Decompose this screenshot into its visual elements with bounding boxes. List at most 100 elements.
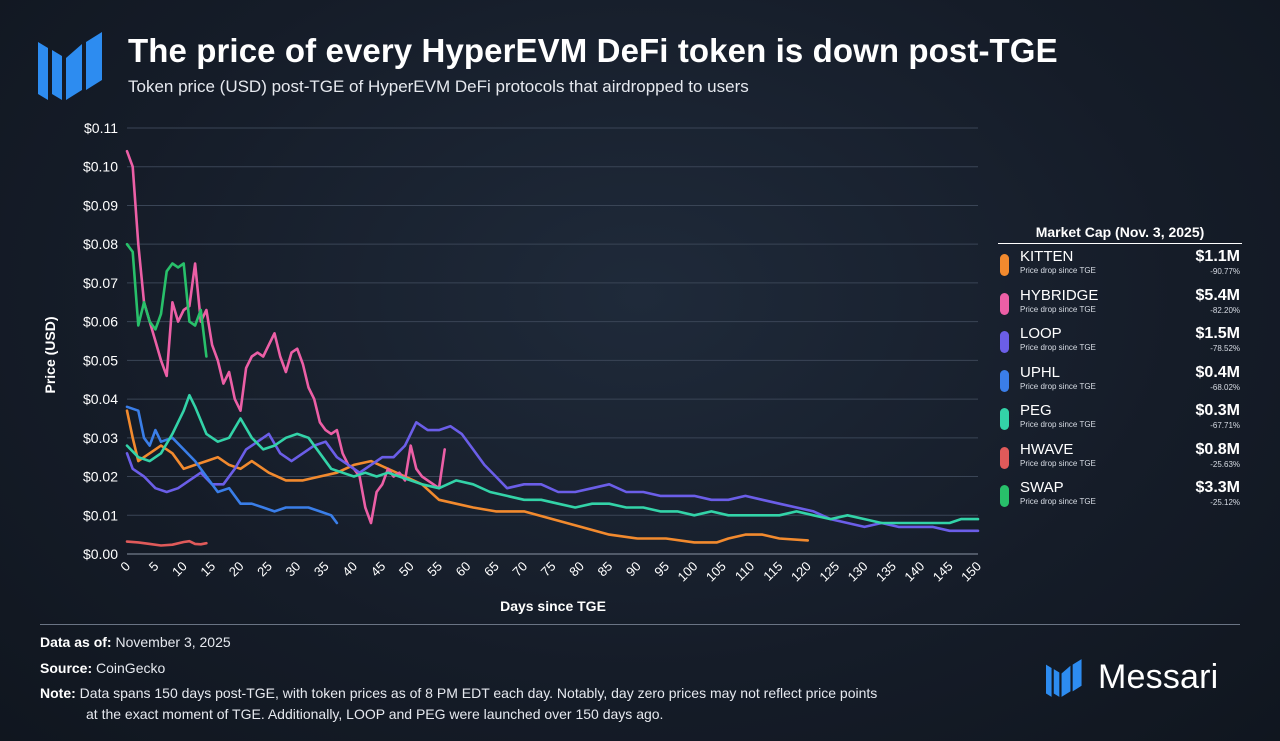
legend-market-cap: $3.3M <box>1195 479 1240 496</box>
x-axis-label: Days since TGE <box>500 598 606 614</box>
legend-swatch <box>1000 485 1009 507</box>
legend-market-cap: $0.3M <box>1195 402 1240 419</box>
messari-brand-icon <box>1046 658 1082 697</box>
gridlines <box>127 127 978 555</box>
brand-name: Messari <box>1098 658 1219 696</box>
legend-token-name: UPHL <box>1020 363 1061 381</box>
legend-item-hybridge: HYBRIDGE Price drop since TGE $5.4M -82.20% <box>998 283 1242 322</box>
y-tick-label: $0.08 <box>83 236 118 252</box>
legend-price-drop: -90.77% <box>1210 267 1240 276</box>
legend-item-loop: LOOP Price drop since TGE $1.5M -78.52% <box>998 321 1242 360</box>
legend-sub-label: Price drop since TGE <box>1020 266 1096 275</box>
data-as-of: Data as of: November 3, 2025 <box>40 634 231 650</box>
legend-token-name: LOOP <box>1020 325 1062 342</box>
x-tick-label: 150 <box>958 559 984 585</box>
y-tick-label: $0.05 <box>83 352 118 368</box>
legend-sub-label: Price drop since TGE <box>1020 343 1096 352</box>
x-tick-label: 75 <box>538 559 559 580</box>
x-tick-label: 60 <box>453 559 474 580</box>
x-tick-label: 110 <box>732 559 757 584</box>
legend-market-cap: $1.1M <box>1195 248 1240 265</box>
series-line-loop <box>125 420 980 533</box>
legend-swatch <box>1000 254 1009 276</box>
legend-market-cap: $0.4M <box>1195 363 1240 381</box>
legend-swatch <box>1000 292 1009 315</box>
x-tick-label: 135 <box>873 559 899 585</box>
x-tick-label: 145 <box>930 559 956 585</box>
y-tick-label: $0.07 <box>83 275 118 291</box>
legend-price-drop: -68.02% <box>1210 382 1240 392</box>
chart-title: The price of every HyperEVM DeFi token i… <box>128 32 1058 69</box>
x-tick-label: 130 <box>845 559 871 585</box>
y-tick-label: $0.01 <box>83 507 118 523</box>
footer-divider <box>40 624 1240 625</box>
x-tick-label: 125 <box>816 559 842 585</box>
y-tick-label: $0.00 <box>83 546 118 562</box>
note-continued: at the exact moment of TGE. Additionally… <box>86 706 664 722</box>
legend-price-drop: -25.12% <box>1210 498 1240 507</box>
y-tick-labels: $0.00 $0.01 $0.02 $0.03 $0.04 $0.05 $0.06 $0.07… <box>83 120 118 562</box>
legend-item-peg: PEG Price drop since TGE $0.3M -67.71% <box>998 398 1242 437</box>
x-tick-label: 15 <box>197 559 218 580</box>
x-tick-label: 95 <box>651 559 672 580</box>
legend-price-drop: -82.20% <box>1210 305 1240 315</box>
legend-market-cap: $0.8M <box>1195 440 1240 458</box>
x-tick-label: 55 <box>424 559 445 580</box>
series-line-uphl <box>125 405 339 525</box>
y-tick-label: $0.10 <box>83 159 118 175</box>
legend-sub-label: Price drop since TGE <box>1020 420 1096 429</box>
x-tick-label: 25 <box>254 559 275 580</box>
legend-sub-label: Price drop since TGE <box>1020 497 1096 506</box>
x-tick-label: 30 <box>282 559 303 580</box>
legend-item-kitten: KITTEN Price drop since TGE $1.1M -90.77% <box>998 244 1242 283</box>
x-tick-label: 50 <box>396 559 417 580</box>
x-tick-label: 70 <box>509 559 530 580</box>
chart-subtitle: Token price (USD) post-TGE of HyperEVM D… <box>128 77 749 96</box>
legend-swatch <box>1000 408 1009 430</box>
legend-swatch <box>1000 369 1009 392</box>
x-tick-label: 10 <box>169 559 190 580</box>
y-tick-label: $0.02 <box>83 469 118 485</box>
legend-sub-label: Price drop since TGE <box>1020 304 1096 314</box>
legend-token-name: KITTEN <box>1020 248 1074 265</box>
x-tick-labels: 0 5 10 15 20 25 30 35 40 45 50 55 60 65 70 75 80 85 90 95 10… <box>117 559 984 585</box>
series-line-kitten <box>125 409 810 544</box>
x-tick-label: 120 <box>788 559 814 585</box>
legend-token-name: SWAP <box>1020 479 1064 496</box>
y-axis-label: Price (USD) <box>42 316 58 393</box>
series-line-swap <box>125 242 208 358</box>
x-tick-label: 105 <box>703 559 729 585</box>
legend-price-drop: -25.63% <box>1210 459 1240 469</box>
legend-sub-label: Price drop since TGE <box>1020 381 1096 391</box>
y-tick-label: $0.04 <box>83 391 118 407</box>
y-tick-label: $0.09 <box>83 197 118 213</box>
y-tick-label: $0.03 <box>83 430 118 446</box>
x-tick-label: 40 <box>339 559 360 580</box>
legend-item-swap: SWAP Price drop since TGE $3.3M -25.12% <box>998 475 1242 514</box>
x-tick-label: 0 <box>117 559 133 575</box>
legend-title: Market Cap (Nov. 3, 2025) <box>998 224 1242 244</box>
x-tick-label: 5 <box>146 559 162 575</box>
legend-item-uphl: UPHL Price drop since TGE $0.4M -68.02% <box>998 360 1242 399</box>
x-tick-label: 45 <box>368 559 389 580</box>
source: Source: CoinGecko <box>40 660 166 676</box>
x-tick-label: 140 <box>901 559 927 585</box>
series-line-peg <box>125 393 980 525</box>
messari-brand: Messari <box>1046 658 1218 697</box>
series-lines <box>125 149 980 547</box>
x-tick-label: 80 <box>566 559 587 580</box>
market-cap-legend: Market Cap (Nov. 3, 2025) KITTEN Price dr… <box>998 224 1242 514</box>
legend-price-drop: -67.71% <box>1210 421 1240 430</box>
x-tick-label: 85 <box>595 559 616 580</box>
note: Note: Data spans 150 days post-TGE, with… <box>40 685 878 701</box>
legend-swatch <box>1000 331 1009 353</box>
legend-token-name: HWAVE <box>1020 440 1074 458</box>
messari-logo-icon <box>38 32 102 100</box>
x-tick-label: 65 <box>481 559 502 580</box>
legend-sub-label: Price drop since TGE <box>1020 458 1096 468</box>
x-tick-label: 90 <box>623 559 644 580</box>
x-tick-label: 115 <box>760 559 785 584</box>
series-line-hybridge <box>125 149 447 525</box>
legend-price-drop: -78.52% <box>1210 344 1240 353</box>
legend-item-hwave: HWAVE Price drop since TGE $0.8M -25.63% <box>998 437 1242 476</box>
